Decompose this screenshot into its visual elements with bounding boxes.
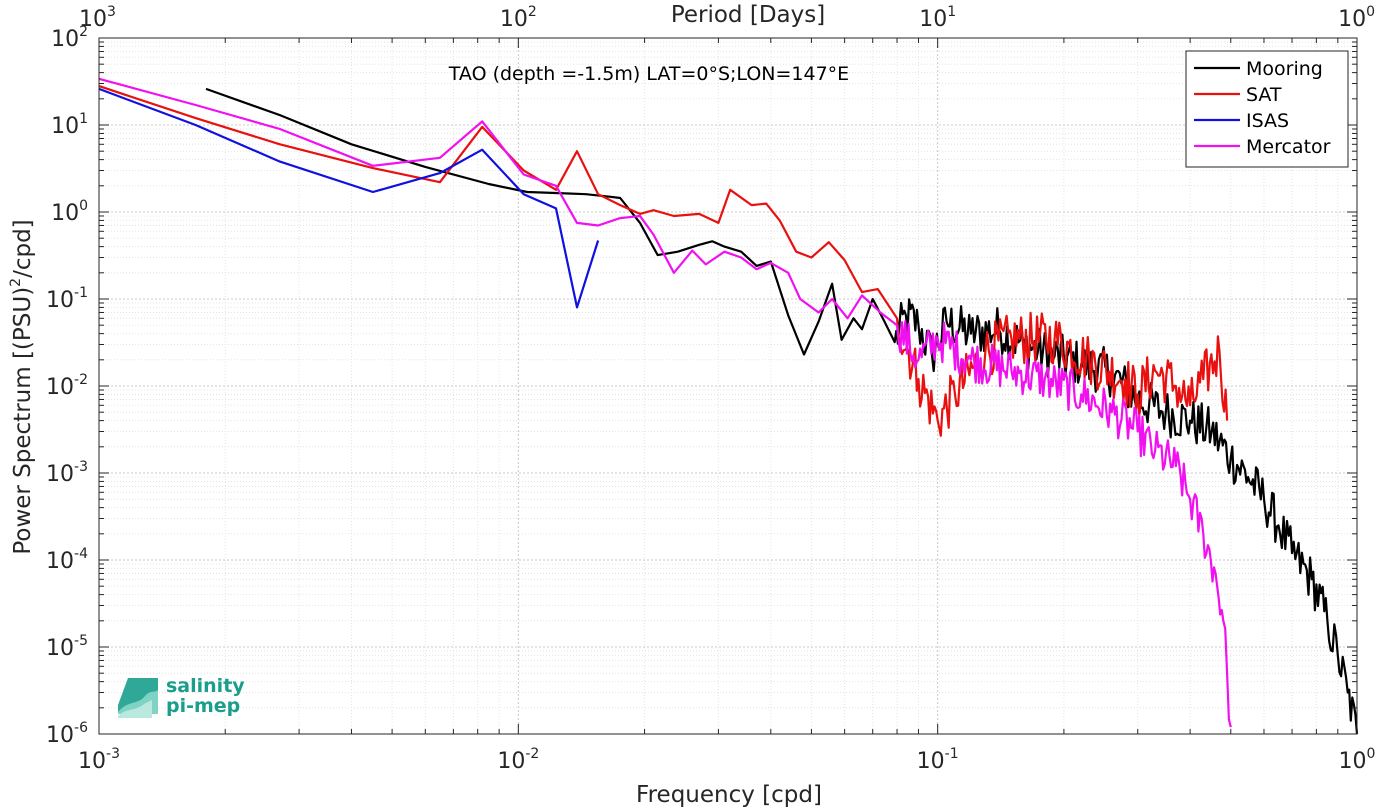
chart-title: TAO (depth =-1.5m) LAT=0°S;LON=147°E	[448, 63, 849, 85]
y-tick-label: 100	[51, 198, 88, 226]
series-sat-line	[98, 85, 1229, 437]
grid	[98, 38, 1357, 735]
y-tick-label: 101	[51, 111, 88, 139]
top-x-tick-labels: 103 102 101 100	[79, 4, 1375, 32]
legend-label-isas: ISAS	[1246, 110, 1289, 132]
x-tick-label: 10-2	[497, 746, 539, 774]
y-axis-label: Power Spectrum [(PSU)2/cpd]	[8, 219, 36, 554]
y-tick-label: 102	[51, 24, 88, 52]
x-axis-label: Frequency [cpd]	[636, 782, 822, 808]
x-tick-label: 10-1	[917, 746, 959, 774]
legend-box	[1185, 50, 1349, 168]
y-tick-label: 10-1	[46, 285, 88, 313]
legend-label-mercator: Mercator	[1246, 136, 1331, 158]
logo-line1: salinity	[166, 675, 245, 697]
top-x-tick-label: 102	[500, 4, 537, 32]
x-tick-labels: 10-3 10-2 10-1 100	[78, 746, 1375, 774]
top-x-axis-label: Period [Days]	[671, 2, 825, 28]
y-axis-label-sup: 2	[8, 278, 24, 287]
legend-label-mooring: Mooring	[1246, 58, 1323, 80]
y-tick-labels: 102 101 100 10-1 10-2 10-3 10-4 10-5 10-6	[46, 24, 88, 748]
legend: Mooring SAT ISAS Mercator	[1185, 50, 1349, 168]
series-lines	[98, 77, 1359, 735]
top-x-tick-label: 100	[1338, 4, 1375, 32]
y-axis-label-tail: /cpd]	[10, 219, 36, 278]
y-tick-label: 10-5	[46, 633, 88, 661]
salinity-pi-mep-logo: salinity pi-mep	[118, 675, 245, 718]
x-tick-label: 10-3	[78, 746, 120, 774]
logo-line2: pi-mep	[166, 695, 240, 717]
series-isas-line	[98, 87, 600, 309]
tick-marks	[98, 38, 1357, 735]
top-x-tick-label: 103	[79, 4, 116, 32]
y-tick-label: 10-2	[46, 372, 88, 400]
y-tick-label: 10-6	[46, 720, 88, 748]
y-tick-label: 10-3	[46, 459, 88, 487]
y-axis-label-main: Power Spectrum [(PSU)	[10, 287, 36, 555]
top-x-tick-label: 101	[919, 4, 956, 32]
y-tick-label: 10-4	[46, 546, 88, 574]
series-mercator-line	[98, 77, 1232, 728]
x-tick-label: 100	[1339, 746, 1376, 774]
legend-label-sat: SAT	[1246, 84, 1282, 106]
